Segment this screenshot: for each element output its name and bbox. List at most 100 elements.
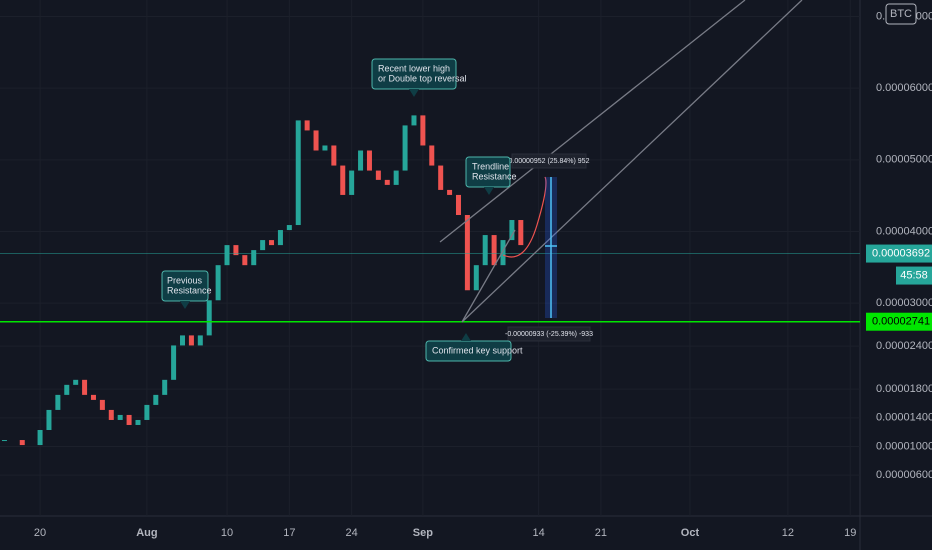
candle	[171, 345, 177, 380]
candle	[197, 335, 203, 346]
candle	[135, 419, 141, 425]
candle	[349, 170, 355, 195]
candle	[473, 265, 479, 291]
candle	[313, 130, 319, 151]
candle	[500, 240, 506, 266]
candle	[19, 440, 25, 446]
x-tick-label: 21	[595, 527, 607, 539]
candle	[384, 179, 390, 185]
x-tick-label: 10	[221, 527, 233, 539]
trendline	[439, 0, 746, 243]
candle	[295, 120, 301, 226]
candle	[215, 265, 221, 301]
measure-labels: 0.00000952 (25.84%) 952 -0.00000933 (-25…	[505, 153, 593, 342]
candle	[393, 170, 399, 185]
y-tick-label: 0.00005000	[876, 154, 932, 166]
candle	[358, 150, 364, 171]
annotation-text: Resistance	[472, 171, 517, 181]
candle	[277, 230, 283, 246]
trendline	[461, 229, 516, 323]
candle	[99, 399, 105, 410]
candle	[322, 145, 328, 151]
symbol-box	[885, 3, 917, 25]
candle	[224, 245, 230, 266]
x-tick-label: 24	[346, 527, 358, 539]
annotation-text: Trendline	[472, 161, 509, 171]
candle	[46, 409, 52, 430]
candle	[304, 120, 310, 131]
candle	[126, 414, 132, 425]
candle	[286, 225, 292, 231]
countdown: 45:58	[900, 269, 928, 281]
candle	[340, 165, 346, 195]
x-tick-label: Oct	[681, 527, 700, 539]
candle	[144, 404, 150, 420]
measure-label-box	[507, 326, 591, 342]
candle	[108, 409, 114, 420]
candle	[366, 150, 372, 171]
symbol: BTC	[890, 8, 912, 20]
x-tick-label: 12	[782, 527, 794, 539]
candle	[233, 245, 239, 256]
candle	[153, 394, 159, 405]
candle	[375, 170, 381, 180]
candle	[331, 145, 337, 166]
candle	[438, 165, 444, 190]
candle	[455, 194, 461, 215]
measure-label: -0.00000933 (-25.39%) -933	[505, 331, 593, 338]
measure-label: 0.00000952 (25.84%) 952	[509, 158, 590, 165]
annotation-text: Resistance	[167, 285, 212, 295]
y-tick-label: 0.00001000	[876, 440, 932, 452]
price-label: 0.00003692	[872, 247, 930, 259]
y-tick-label: 0.00004000	[876, 225, 932, 237]
y-tick-label: 0.00000600	[876, 469, 932, 481]
candle	[509, 220, 515, 241]
price-label: 0.00002741	[872, 316, 930, 328]
measure-label-box	[511, 153, 587, 169]
annotation-text: or Double top reversal	[378, 73, 467, 83]
candle	[242, 255, 248, 266]
y-tick-label: 0.00003000	[876, 297, 932, 309]
annotation-pointer	[484, 187, 494, 195]
y-tick-label: 0.00001800	[876, 383, 932, 395]
annotation-pointer	[461, 333, 471, 341]
candle	[491, 235, 497, 266]
candle	[402, 125, 408, 171]
y-tick-label: 0.00006000	[876, 82, 932, 94]
candle	[64, 384, 70, 395]
x-tick-label: Aug	[136, 527, 157, 539]
projection	[502, 176, 547, 258]
candle	[180, 335, 186, 346]
annotations: Recent lower high or Double top reversal…	[161, 58, 523, 362]
candle	[90, 394, 96, 400]
candle	[420, 115, 426, 146]
candle	[447, 189, 453, 195]
price-label-box	[866, 312, 932, 331]
candle	[260, 240, 266, 251]
x-tick-label: Sep	[413, 527, 433, 539]
candle	[518, 220, 524, 246]
candle	[482, 235, 488, 266]
x-tick-label: 14	[532, 527, 544, 539]
candle	[162, 379, 168, 395]
candle	[464, 215, 470, 291]
countdown-box	[896, 266, 932, 285]
candle	[82, 379, 88, 395]
price-label-box	[866, 244, 932, 263]
candle	[73, 379, 79, 385]
candle	[251, 250, 257, 266]
x-tick-label: 20	[34, 527, 46, 539]
candle	[429, 145, 435, 166]
candle	[37, 430, 43, 446]
annotation-text: Recent lower high	[378, 63, 450, 73]
x-tick-label: 19	[844, 527, 856, 539]
candle	[117, 414, 123, 420]
y-tick-label: 0.00002400	[876, 340, 932, 352]
candle	[269, 240, 275, 246]
candle	[411, 115, 417, 126]
y-tick-label: 0.00001400	[876, 412, 932, 424]
candle	[55, 394, 61, 410]
candle	[188, 335, 194, 346]
candle	[1, 440, 7, 442]
